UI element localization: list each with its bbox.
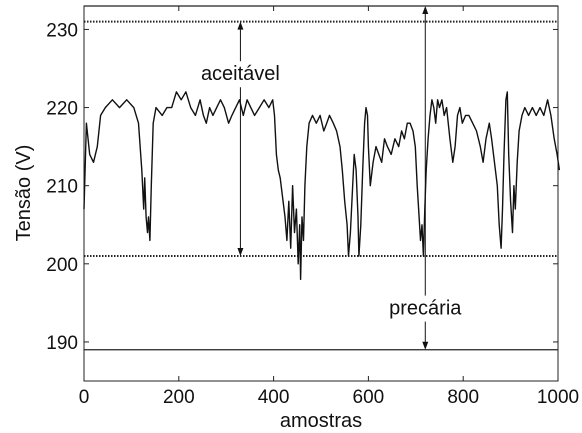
x-tick-label: 400 [258, 387, 290, 408]
y-tick-label: 220 [46, 99, 78, 120]
y-tick-label: 200 [46, 255, 78, 276]
y-tick-label: 210 [46, 177, 78, 198]
x-tick-label: 600 [353, 387, 385, 408]
annotation-label-0: aceitável [201, 63, 280, 85]
y-tick-label: 190 [46, 333, 78, 354]
arrow-head-down-icon [422, 341, 429, 350]
x-tick-label: 0 [79, 387, 90, 408]
annotation-label-1: precária [389, 298, 462, 320]
x-tick-label: 800 [447, 387, 479, 408]
series-line-0 [83, 91, 561, 281]
annotation-label-bg-0 [185, 61, 295, 88]
arrow-head-up-icon [237, 21, 244, 30]
x-axis-ticks: 0 200 400 600 800 1000 [79, 6, 579, 408]
arrow-head-up-icon [422, 6, 429, 14]
annotation-label-bg-1 [376, 295, 475, 322]
x-tick-label: 1000 [537, 387, 579, 408]
x-tick-label: 200 [163, 387, 195, 408]
reference-lines [84, 5, 558, 351]
series-group [83, 91, 561, 281]
y-axis-ticks: 190 200 210 220 230 [46, 20, 558, 354]
x-axis-label: amostras [280, 410, 362, 432]
y-axis-label: Tensão (V) [13, 145, 35, 242]
y-tick-label: 230 [46, 20, 78, 41]
arrow-head-down-icon [237, 248, 244, 256]
plot-area [83, 5, 559, 382]
annotation-labels: aceitável precária [185, 61, 475, 322]
